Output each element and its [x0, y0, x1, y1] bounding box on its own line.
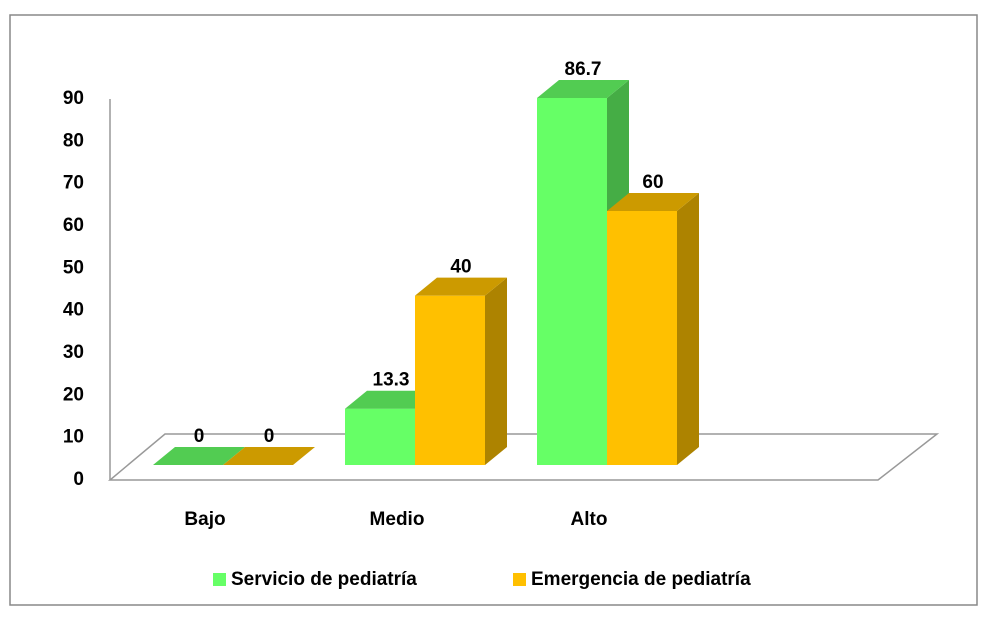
floor	[107, 433, 940, 481]
x-tick-label: Medio	[370, 509, 425, 530]
x-tick-label: Alto	[571, 509, 608, 530]
y-tick-label: 90	[63, 88, 84, 109]
value-label: 13.3	[373, 370, 410, 391]
x-tick-label: Bajo	[184, 509, 225, 530]
bar-top	[537, 79, 629, 98]
y-tick-label: 60	[63, 215, 84, 236]
value-label: 0	[194, 426, 205, 447]
legend-label: Servicio de pediatría	[231, 569, 417, 590]
y-tick-label: 50	[63, 257, 84, 278]
value-label: 0	[264, 426, 275, 447]
bar-top	[607, 193, 699, 211]
bar	[415, 295, 485, 465]
bar-side	[485, 277, 507, 465]
y-tick-label: 40	[63, 300, 84, 321]
y-tick-label: 0	[73, 469, 84, 490]
legend-label: Emergencia de pediatría	[531, 569, 751, 590]
y-tick-label: 10	[63, 427, 84, 448]
y-tick-label: 30	[63, 342, 84, 363]
bar	[537, 97, 607, 465]
legend-swatch	[213, 573, 226, 586]
bar	[345, 408, 415, 465]
y-tick-label: 70	[63, 173, 84, 194]
value-label: 60	[642, 172, 663, 193]
bar-top	[345, 390, 437, 409]
y-tick-label: 80	[63, 130, 84, 151]
bar	[607, 211, 677, 465]
bar-top	[153, 447, 245, 465]
bar-top	[415, 277, 507, 296]
bar-top	[223, 447, 315, 465]
value-label: 40	[450, 257, 471, 278]
y-tick-label: 20	[63, 384, 84, 405]
legend-swatch	[513, 573, 526, 586]
bar-side	[677, 193, 699, 465]
value-label: 86.7	[565, 59, 602, 80]
